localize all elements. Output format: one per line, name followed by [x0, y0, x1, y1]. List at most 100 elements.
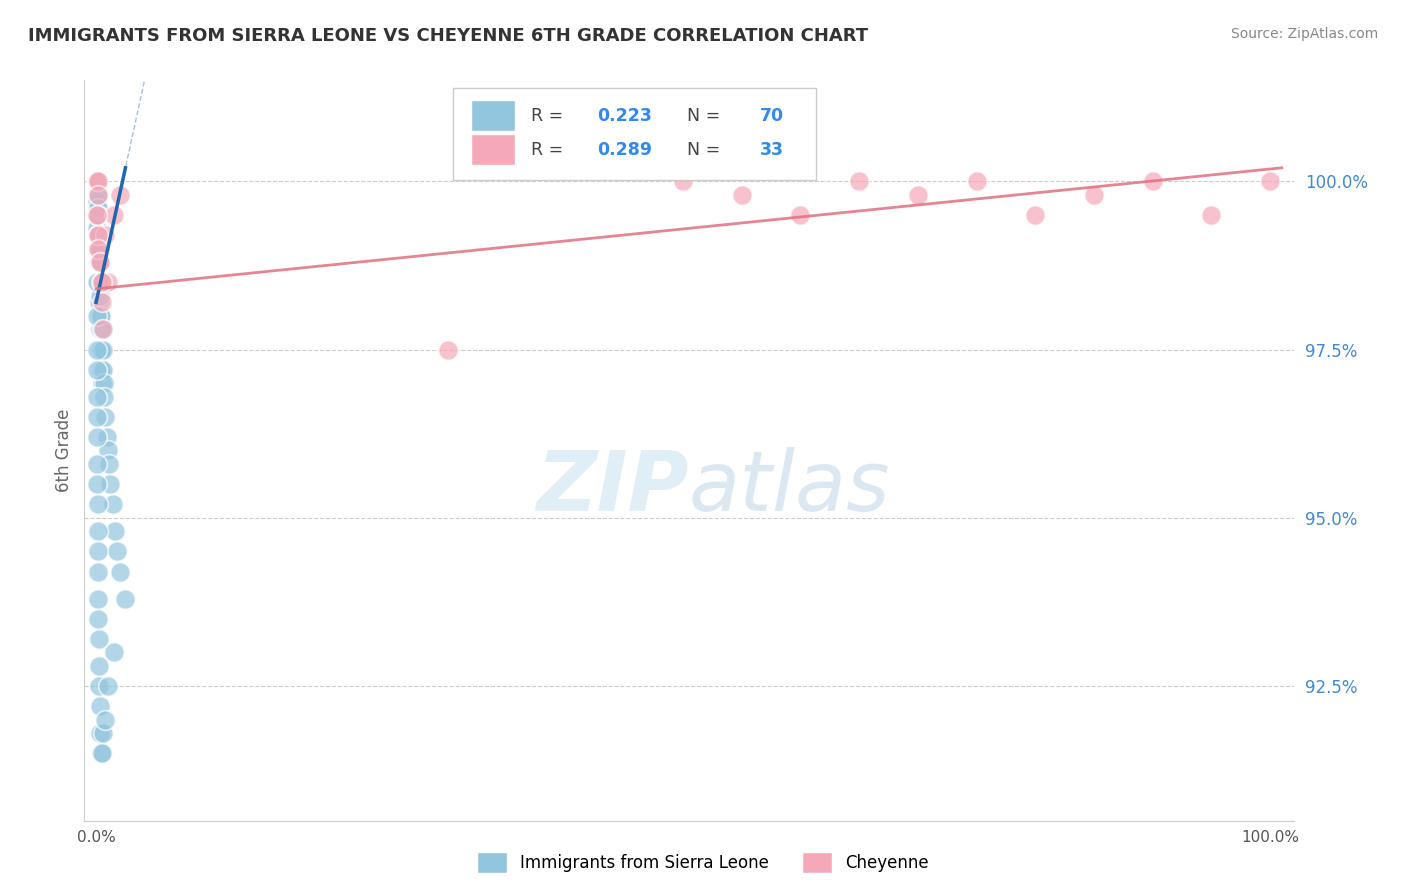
Point [86, 174, 108, 188]
Point [91, 726, 114, 740]
Point [108, 187, 131, 202]
Point [848, 174, 870, 188]
Point [97, 443, 120, 458]
Point [87, 524, 110, 539]
Y-axis label: 6th Grade: 6th Grade [55, 409, 73, 492]
Text: 0.223: 0.223 [598, 107, 652, 125]
Point [87, 544, 110, 558]
Point [86, 497, 108, 511]
Point [86, 174, 108, 188]
Text: 70: 70 [761, 107, 785, 125]
Point [86, 187, 108, 202]
Point [86, 174, 108, 188]
Point [91, 376, 114, 391]
Point [86, 228, 108, 243]
Text: Source: ZipAtlas.com: Source: ZipAtlas.com [1230, 27, 1378, 41]
Point [86, 208, 108, 222]
Point [1142, 174, 1164, 188]
Text: 33: 33 [761, 141, 785, 159]
Point [87, 591, 110, 606]
Point [89, 255, 111, 269]
Point [86, 477, 108, 491]
Text: N =: N = [676, 107, 725, 125]
Point [89, 679, 111, 693]
Point [89, 288, 111, 302]
Point [89, 255, 111, 269]
Point [87, 228, 110, 243]
Legend: Immigrants from Sierra Leone, Cheyenne: Immigrants from Sierra Leone, Cheyenne [470, 846, 936, 880]
Point [437, 343, 460, 357]
Point [86, 221, 108, 235]
Point [731, 187, 754, 202]
Point [1258, 174, 1281, 188]
Text: N =: N = [676, 141, 725, 159]
Point [87, 174, 110, 188]
Point [101, 497, 124, 511]
Point [87, 255, 110, 269]
Point [98, 477, 121, 491]
Point [1024, 208, 1046, 222]
Point [87, 255, 110, 269]
Point [907, 187, 929, 202]
Point [86, 174, 108, 188]
Point [86, 174, 108, 188]
Point [90, 309, 112, 323]
Point [86, 362, 108, 376]
Point [89, 726, 111, 740]
Point [93, 376, 115, 391]
Point [89, 322, 111, 336]
Text: R =: R = [530, 141, 568, 159]
Point [94, 228, 117, 243]
Point [97, 275, 120, 289]
Point [87, 228, 110, 243]
Point [86, 309, 108, 323]
Point [86, 275, 108, 289]
Point [89, 309, 111, 323]
Point [86, 343, 108, 357]
Point [87, 228, 110, 243]
Point [105, 544, 128, 558]
Text: ZIP: ZIP [536, 447, 689, 528]
Point [96, 430, 118, 444]
Point [87, 187, 110, 202]
Point [87, 275, 110, 289]
Point [91, 275, 114, 289]
Point [89, 242, 111, 256]
Point [1201, 208, 1223, 222]
Point [87, 565, 110, 579]
Text: IMMIGRANTS FROM SIERRA LEONE VS CHEYENNE 6TH GRADE CORRELATION CHART: IMMIGRANTS FROM SIERRA LEONE VS CHEYENNE… [28, 27, 869, 45]
Point [89, 699, 111, 714]
Point [789, 208, 811, 222]
Point [93, 390, 115, 404]
FancyBboxPatch shape [453, 87, 815, 180]
FancyBboxPatch shape [471, 135, 515, 165]
Point [966, 174, 988, 188]
Point [91, 295, 114, 310]
Point [91, 343, 114, 357]
Point [97, 679, 120, 693]
Point [89, 275, 111, 289]
Text: atlas: atlas [689, 447, 890, 528]
Text: 0.289: 0.289 [598, 141, 652, 159]
Point [90, 343, 112, 357]
Point [91, 362, 114, 376]
Point [90, 747, 112, 761]
Point [98, 457, 121, 471]
Point [86, 174, 108, 188]
Point [103, 208, 125, 222]
Point [91, 747, 114, 761]
Point [86, 430, 108, 444]
Point [87, 208, 110, 222]
Point [90, 275, 112, 289]
Point [91, 322, 114, 336]
Point [86, 201, 108, 215]
Point [87, 242, 110, 256]
Point [103, 645, 125, 659]
Point [86, 409, 108, 424]
Point [90, 362, 112, 376]
Point [86, 390, 108, 404]
Point [86, 194, 108, 209]
Point [86, 174, 108, 188]
Point [87, 632, 110, 646]
Point [87, 295, 110, 310]
